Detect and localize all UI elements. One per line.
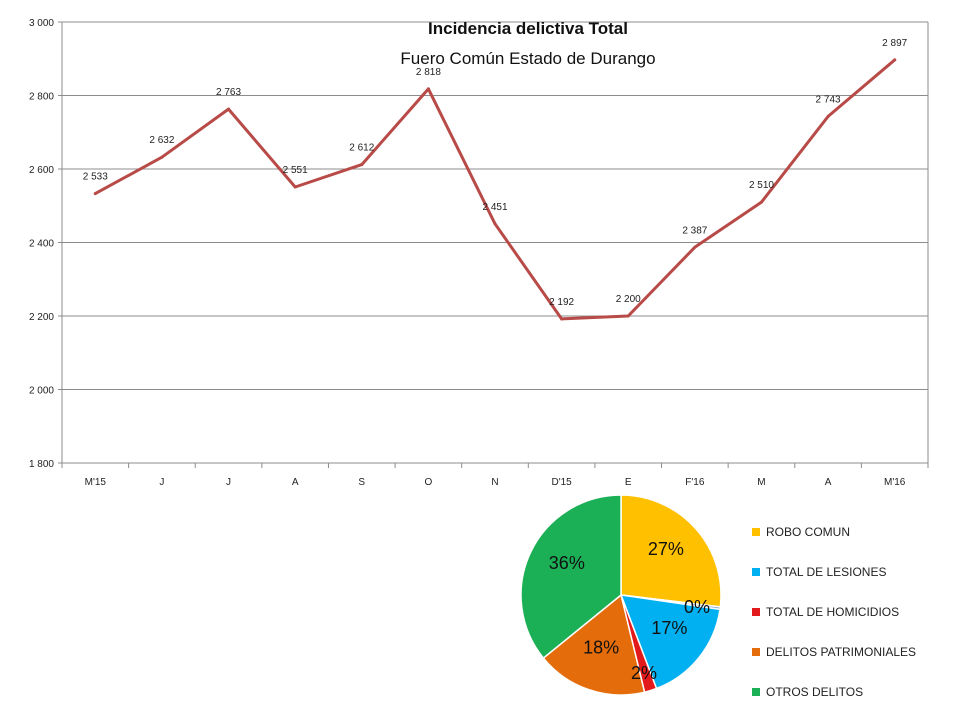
data-label: 2 897 bbox=[882, 38, 907, 49]
x-tick-label: J bbox=[226, 477, 231, 488]
data-point bbox=[893, 58, 897, 62]
pie-slice-label: 36% bbox=[549, 553, 585, 573]
legend-item-total-homicidios: TOTAL DE HOMICIDIOS bbox=[752, 592, 952, 632]
x-tick-label: O bbox=[424, 477, 432, 488]
legend-label: TOTAL DE HOMICIDIOS bbox=[766, 605, 900, 619]
data-label: 2 192 bbox=[549, 297, 574, 308]
data-label: 2 632 bbox=[149, 135, 174, 146]
pie-slice-label: 2% bbox=[631, 663, 657, 683]
chart-subtitle: Fuero Común Estado de Durango bbox=[400, 49, 655, 68]
data-point bbox=[759, 200, 763, 204]
y-tick-label: 2 000 bbox=[29, 386, 54, 397]
x-tick-label: M'15 bbox=[85, 477, 107, 488]
x-tick-label: F'16 bbox=[685, 477, 705, 488]
legend-item-delitos-patrimoniales: DELITOS PATRIMONIALES bbox=[752, 632, 952, 672]
legend-swatch bbox=[752, 568, 760, 576]
data-label: 2 551 bbox=[283, 165, 308, 176]
x-tick-label: N bbox=[491, 477, 498, 488]
data-point bbox=[227, 107, 231, 111]
pie-slice-label: 0% bbox=[684, 597, 710, 617]
legend-item-otros-delitos: OTROS DELITOS bbox=[752, 672, 952, 712]
legend-swatch bbox=[752, 528, 760, 536]
legend-swatch bbox=[752, 608, 760, 616]
series-line bbox=[93, 58, 897, 321]
legend-swatch bbox=[752, 648, 760, 656]
data-label: 2 533 bbox=[83, 172, 108, 183]
pie-slice-label: 17% bbox=[651, 618, 687, 638]
data-label: 2 451 bbox=[482, 202, 507, 213]
x-tick-label: S bbox=[358, 477, 365, 488]
x-tick-label: M'16 bbox=[884, 477, 906, 488]
x-tick-label: M bbox=[757, 477, 765, 488]
y-tick-label: 2 200 bbox=[29, 312, 54, 323]
legend-label: ROBO COMUN bbox=[766, 525, 850, 539]
pie-slice-label: 18% bbox=[583, 638, 619, 658]
pie-slice bbox=[619, 594, 721, 690]
data-label: 2 743 bbox=[816, 94, 841, 105]
x-tick-label: E bbox=[625, 477, 632, 488]
data-point bbox=[426, 87, 430, 91]
pie-slice-label: 27% bbox=[648, 539, 684, 559]
x-tick-label: J bbox=[159, 477, 164, 488]
data-label: 2 612 bbox=[349, 143, 374, 154]
chart-title: Incidencia delictiva Total bbox=[428, 19, 628, 38]
data-point bbox=[93, 192, 97, 196]
legend-label: TOTAL DE LESIONES bbox=[766, 565, 887, 579]
pie-legend: ROBO COMUN TOTAL DE LESIONES TOTAL DE HO… bbox=[752, 512, 952, 712]
data-point bbox=[626, 314, 630, 318]
data-point bbox=[160, 155, 164, 159]
legend-label: DELITOS PATRIMONIALES bbox=[766, 645, 917, 659]
pie-slice bbox=[620, 494, 722, 608]
y-tick-label: 3 000 bbox=[29, 18, 54, 29]
data-label: 2 510 bbox=[749, 180, 774, 191]
x-tick-label: A bbox=[825, 477, 832, 488]
data-point bbox=[360, 163, 364, 167]
data-point bbox=[826, 114, 830, 118]
legend-swatch bbox=[752, 688, 760, 696]
pie-slice bbox=[542, 593, 646, 696]
data-label: 2 387 bbox=[682, 225, 707, 236]
line-chart: 1 800 2 000 2 200 2 400 2 600 2 800 3 000 M'15 J… bbox=[29, 18, 929, 488]
data-point bbox=[693, 245, 697, 249]
legend-item-total-lesiones: TOTAL DE LESIONES bbox=[752, 552, 952, 592]
data-label: 2 818 bbox=[416, 67, 441, 78]
y-tick-label: 2 800 bbox=[29, 92, 54, 103]
data-point bbox=[293, 185, 297, 189]
y-tick-label: 2 600 bbox=[29, 165, 54, 176]
y-tick-label: 1 800 bbox=[29, 459, 54, 470]
data-label: 2 763 bbox=[216, 87, 241, 98]
y-tick-label: 2 400 bbox=[29, 239, 54, 250]
data-point bbox=[560, 317, 564, 321]
x-tick-label: A bbox=[292, 477, 299, 488]
pie-chart: 27% 0%17% 2% 18% 36% bbox=[520, 494, 722, 696]
pie-slice bbox=[520, 494, 622, 660]
legend-label: OTROS DELITOS bbox=[766, 685, 864, 699]
data-point bbox=[493, 222, 497, 226]
x-tick-label: D'15 bbox=[551, 477, 572, 488]
data-label: 2 200 bbox=[616, 294, 641, 305]
legend-item-robo-comun: ROBO COMUN bbox=[752, 512, 952, 552]
